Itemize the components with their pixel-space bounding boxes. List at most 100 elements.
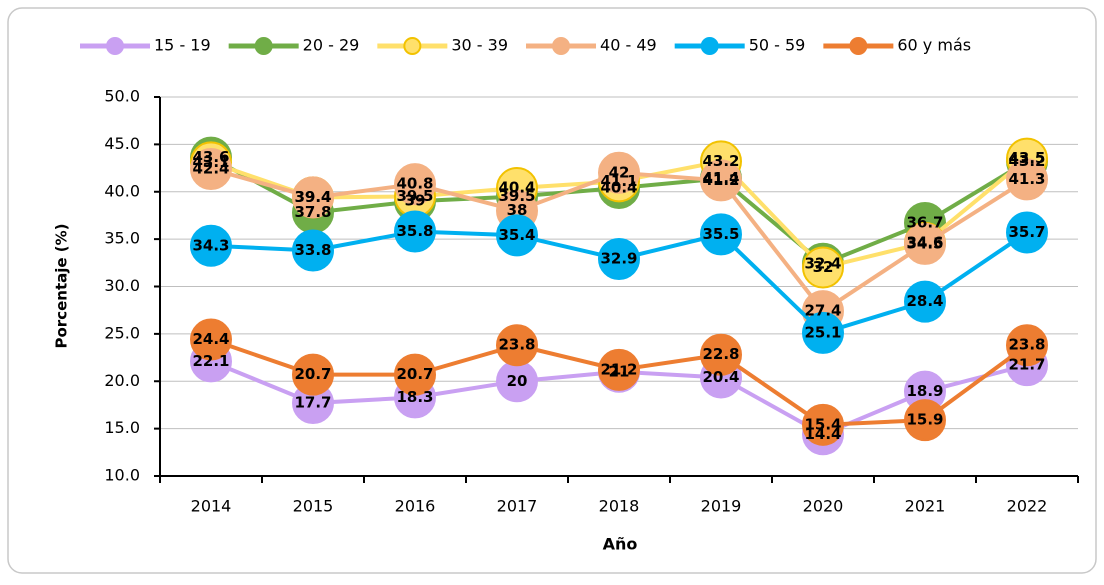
data-label: 41.3	[1008, 170, 1045, 188]
x-tick-label: 2015	[293, 497, 334, 516]
data-label: 43.2	[1008, 152, 1045, 170]
data-label: 17.7	[294, 394, 331, 412]
data-label: 24.4	[192, 330, 229, 348]
legend-label: 20 - 29	[303, 36, 360, 55]
data-point	[598, 238, 640, 281]
legend-marker	[700, 37, 719, 55]
data-label: 39	[405, 192, 426, 210]
data-label: 32.4	[804, 254, 841, 272]
data-label: 27.4	[804, 302, 841, 320]
data-label: 40.8	[396, 175, 433, 193]
data-label: 33.8	[294, 241, 331, 259]
data-label: 41.2	[702, 171, 739, 189]
legend-label: 40 - 49	[600, 36, 657, 55]
y-tick-label: 10.0	[104, 466, 140, 485]
legend-marker	[849, 37, 868, 55]
legend-label: 50 - 59	[749, 36, 806, 55]
data-label: 20.7	[396, 365, 433, 383]
legend-marker	[552, 37, 571, 55]
data-label: 21.7	[1008, 356, 1045, 374]
data-point	[292, 176, 334, 219]
legend-marker	[403, 37, 422, 55]
x-tick-label: 2014	[191, 497, 232, 516]
x-tick-label: 2022	[1007, 497, 1048, 516]
data-label: 36.7	[906, 214, 943, 232]
data-label: 35.8	[396, 222, 433, 240]
data-label: 21.2	[600, 360, 637, 378]
data-point	[190, 224, 232, 267]
data-point	[292, 353, 334, 396]
data-label: 35.5	[702, 225, 739, 243]
data-point	[292, 229, 334, 272]
data-point	[1006, 158, 1048, 201]
data-point	[904, 399, 946, 442]
y-tick-label: 35.0	[104, 229, 140, 248]
data-point	[394, 163, 436, 206]
data-label: 20.7	[294, 365, 331, 383]
data-point	[496, 214, 538, 257]
x-tick-label: 2016	[395, 497, 436, 516]
data-point	[394, 353, 436, 396]
y-tick-label: 30.0	[104, 276, 140, 295]
data-point	[1006, 211, 1048, 254]
data-label: 22.1	[192, 352, 229, 370]
data-point	[394, 210, 436, 253]
data-label: 37.8	[294, 203, 331, 221]
data-label: 41.1	[600, 172, 637, 190]
data-point	[190, 318, 232, 361]
data-label: 23.8	[498, 336, 535, 354]
data-label: 14.4	[804, 425, 841, 443]
x-axis-title: Año	[603, 535, 638, 554]
data-label: 43.6	[192, 148, 229, 166]
data-label: 32	[813, 258, 834, 276]
data-label: 34.6	[906, 233, 943, 251]
data-label: 34.3	[192, 236, 229, 254]
x-tick-label: 2020	[803, 497, 844, 516]
data-label: 38	[507, 201, 528, 219]
data-label: 34.5	[906, 234, 943, 252]
legend-label: 60 y más	[897, 36, 971, 55]
data-point	[904, 280, 946, 323]
data-label: 28.4	[906, 292, 943, 310]
data-label: 15.4	[804, 415, 841, 433]
y-axis-title: Porcentaje (%)	[53, 223, 71, 348]
data-label: 23.8	[1008, 336, 1045, 354]
y-tick-label: 50.0	[104, 87, 140, 106]
data-label: 18.9	[906, 382, 943, 400]
data-label: 39.5	[396, 187, 433, 205]
data-point	[700, 333, 742, 376]
data-label: 22.8	[702, 345, 739, 363]
y-tick-label: 20.0	[104, 371, 140, 390]
data-label: 39.5	[498, 187, 535, 205]
data-label: 32.9	[600, 250, 637, 268]
data-label: 42	[609, 163, 630, 181]
data-point	[904, 222, 946, 265]
x-tick-label: 2021	[905, 497, 946, 516]
data-point	[598, 151, 640, 194]
x-tick-label: 2017	[497, 497, 538, 516]
y-tick-label: 15.0	[104, 418, 140, 437]
legend-marker	[106, 37, 124, 55]
legend-marker	[254, 37, 273, 55]
x-tick-label: 2019	[701, 497, 742, 516]
data-point	[598, 348, 640, 391]
data-label: 21	[609, 362, 630, 380]
data-label: 25.1	[804, 323, 841, 341]
legend-label: 30 - 39	[451, 36, 508, 55]
data-label: 43.1	[192, 153, 229, 171]
legend-label: 15 - 19	[154, 36, 211, 55]
data-point	[700, 159, 742, 202]
data-label: 40.4	[498, 178, 535, 196]
data-point	[1006, 324, 1048, 367]
data-label: 43.5	[1008, 149, 1045, 167]
data-label: 35.4	[498, 226, 535, 244]
data-label: 20	[507, 372, 528, 390]
y-tick-label: 25.0	[104, 323, 140, 342]
data-point	[700, 213, 742, 256]
data-label: 43.2	[702, 152, 739, 170]
data-label: 42.4	[192, 160, 229, 178]
data-label: 20.4	[702, 368, 739, 386]
data-label: 39.4	[294, 188, 331, 206]
data-label: 39.4	[294, 188, 331, 206]
